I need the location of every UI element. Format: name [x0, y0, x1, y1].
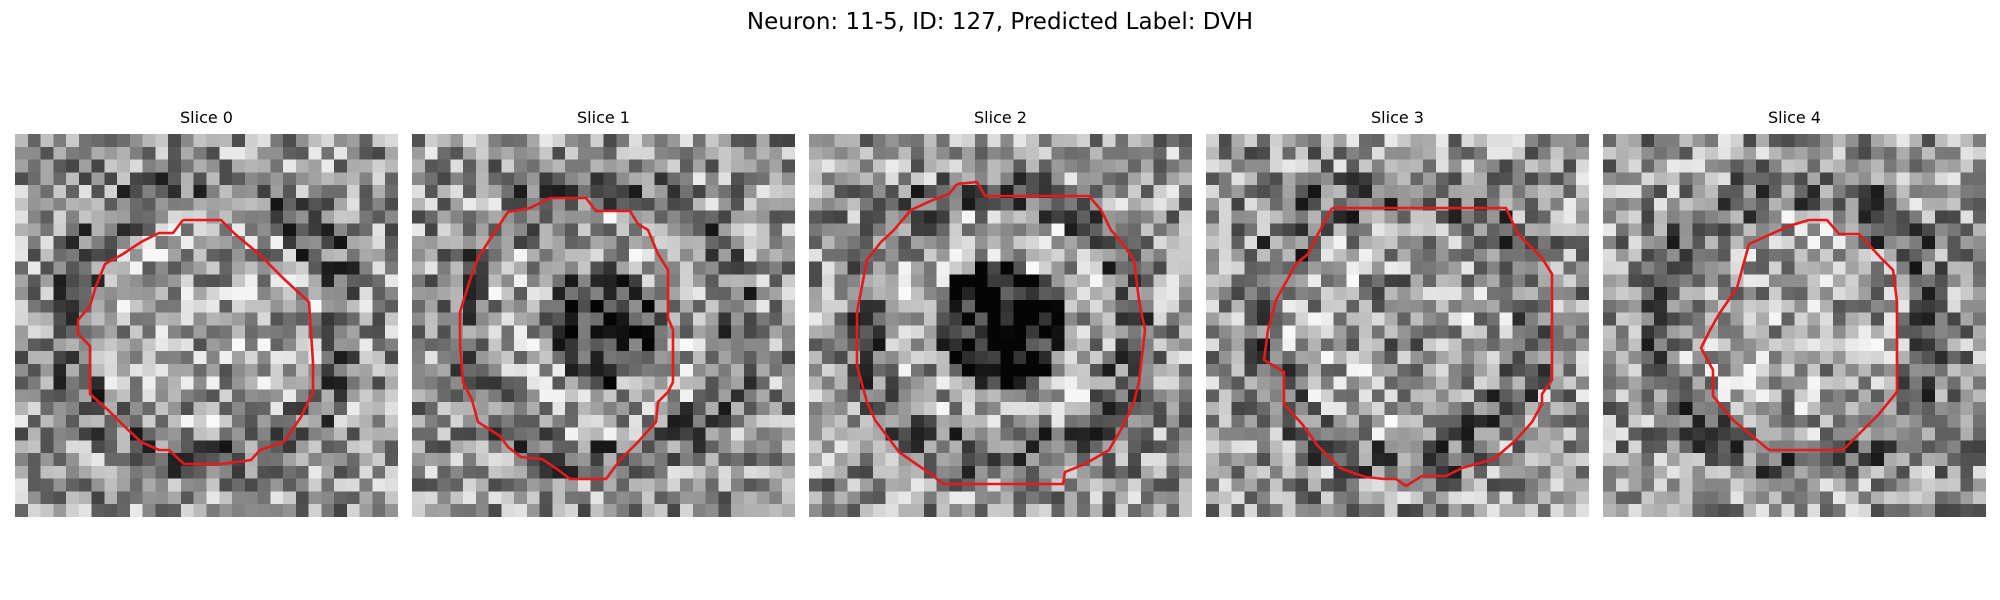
slice-panel-1: Slice 1 — [412, 108, 795, 517]
slice-panel-3: Slice 3 — [1206, 108, 1589, 517]
roi-contour — [1699, 218, 1899, 452]
slice-pixels — [809, 134, 1192, 517]
slice-panel-2: Slice 2 — [809, 108, 1192, 517]
roi-contour-overlay — [458, 196, 675, 481]
slice-image — [1603, 134, 1986, 517]
slice-pixels — [1603, 134, 1986, 517]
slice-image — [1206, 134, 1589, 517]
roi-contour-overlay — [1699, 218, 1899, 452]
roi-contour — [76, 218, 315, 466]
slice-image — [809, 134, 1192, 517]
slice-title: Slice 4 — [1768, 108, 1821, 127]
slice-title: Slice 1 — [577, 108, 630, 127]
slice-image — [412, 134, 795, 517]
roi-contour-overlay — [76, 218, 315, 466]
slice-title: Slice 3 — [1371, 108, 1424, 127]
roi-contour — [458, 196, 675, 481]
roi-contour-overlay — [1262, 206, 1554, 488]
figure-title: Neuron: 11-5, ID: 127, Predicted Label: … — [746, 9, 1254, 35]
slice-panel-4: Slice 4 — [1603, 108, 1986, 517]
roi-contour — [855, 180, 1147, 486]
roi-contour — [1262, 206, 1554, 488]
slice-pixels — [412, 134, 795, 517]
roi-contour-overlay — [855, 180, 1147, 486]
slice-image — [15, 134, 398, 517]
slice-panel-0: Slice 0 — [15, 108, 398, 517]
slice-title: Slice 0 — [180, 108, 233, 127]
slice-title: Slice 2 — [974, 108, 1027, 127]
